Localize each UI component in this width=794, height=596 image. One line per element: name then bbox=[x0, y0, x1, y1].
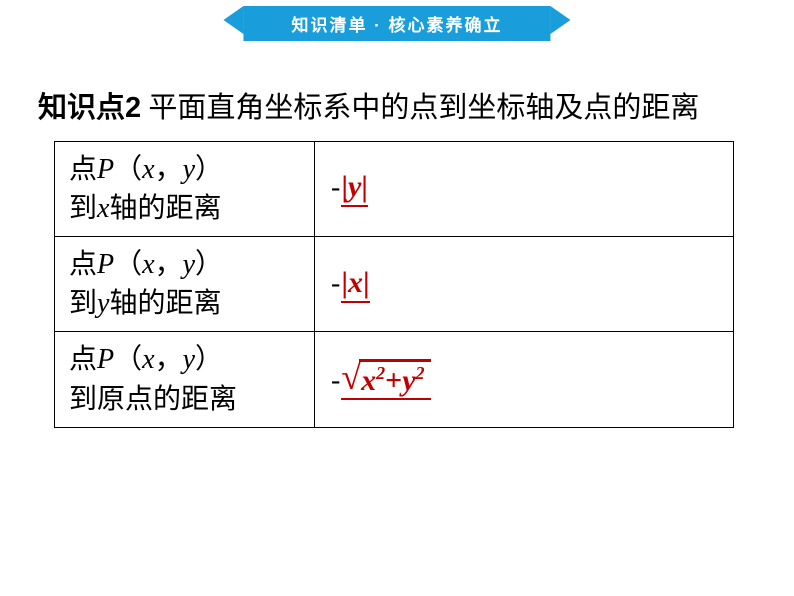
banner-text: 知识清单 · 核心素养确立 bbox=[291, 16, 502, 35]
sqrt-x: x bbox=[361, 364, 376, 397]
var-p: P bbox=[97, 154, 114, 185]
text: 点 bbox=[69, 154, 97, 185]
text: 到原点的距离 bbox=[69, 384, 237, 415]
var-x: x bbox=[142, 344, 154, 375]
abs-var: x bbox=[348, 266, 363, 299]
exp: 2 bbox=[416, 363, 425, 383]
text: 到 bbox=[69, 288, 97, 319]
text: 点 bbox=[69, 249, 97, 280]
formula-underline: |y| bbox=[341, 170, 368, 207]
dash: - bbox=[331, 268, 340, 299]
var-y: y bbox=[183, 154, 195, 185]
paren: （ bbox=[114, 154, 142, 185]
title-bold: 知识点2 bbox=[38, 92, 141, 124]
section-title: 知识点2 平面直角坐标系中的点到坐标轴及点的距离 bbox=[38, 88, 756, 129]
dash: - bbox=[331, 172, 340, 203]
var-p: P bbox=[97, 249, 114, 280]
var-axis: x bbox=[97, 193, 109, 224]
header-banner: 知识清单 · 核心素养确立 bbox=[243, 6, 550, 41]
main-content: 知识点2 平面直角坐标系中的点到坐标轴及点的距离 点P（x，y） 到x轴的距离 … bbox=[38, 88, 756, 428]
rparen: ） bbox=[195, 154, 223, 185]
comma: ， bbox=[155, 154, 183, 185]
sqrt-body: x2+y2 bbox=[359, 359, 430, 397]
row2-left: 点P（x，y） 到y轴的距离 bbox=[55, 236, 315, 331]
rparen: ） bbox=[195, 344, 223, 375]
var-p: P bbox=[97, 344, 114, 375]
formula-abs-y: |y| bbox=[341, 170, 368, 204]
text: 点 bbox=[69, 344, 97, 375]
text: 轴的距离 bbox=[109, 193, 221, 224]
var-y: y bbox=[183, 249, 195, 280]
row3-left: 点P（x，y） 到原点的距离 bbox=[55, 332, 315, 427]
paren: （ bbox=[114, 249, 142, 280]
var-axis: y bbox=[97, 288, 109, 319]
table-row: 点P（x，y） 到x轴的距离 -|y| bbox=[55, 141, 734, 236]
row1-left: 点P（x，y） 到x轴的距离 bbox=[55, 141, 315, 236]
formula-abs-x: |x| bbox=[341, 266, 369, 300]
exp: 2 bbox=[376, 363, 385, 383]
text: 轴的距离 bbox=[109, 288, 221, 319]
formula-underline: √x2+y2 bbox=[341, 359, 430, 400]
dash: - bbox=[331, 365, 340, 396]
formula-sqrt: √x2+y2 bbox=[341, 359, 430, 397]
text: 到 bbox=[69, 193, 97, 224]
sqrt-y: y bbox=[402, 364, 415, 397]
table-row: 点P（x，y） 到原点的距离 -√x2+y2 bbox=[55, 332, 734, 427]
plus: + bbox=[385, 364, 402, 397]
distance-table: 点P（x，y） 到x轴的距离 -|y| 点P（x，y） 到y轴的距离 -|x| … bbox=[54, 141, 734, 428]
comma: ， bbox=[155, 344, 183, 375]
var-y: y bbox=[183, 344, 195, 375]
title-rest: 平面直角坐标系中的点到坐标轴及点的距离 bbox=[141, 92, 699, 124]
var-x: x bbox=[142, 154, 154, 185]
row2-right: -|x| bbox=[315, 236, 734, 331]
formula-underline: |x| bbox=[341, 266, 369, 303]
comma: ， bbox=[155, 249, 183, 280]
rparen: ） bbox=[195, 249, 223, 280]
var-x: x bbox=[142, 249, 154, 280]
row1-right: -|y| bbox=[315, 141, 734, 236]
abs-var: y bbox=[348, 170, 361, 203]
row3-right: -√x2+y2 bbox=[315, 332, 734, 427]
table-row: 点P（x，y） 到y轴的距离 -|x| bbox=[55, 236, 734, 331]
paren: （ bbox=[114, 344, 142, 375]
